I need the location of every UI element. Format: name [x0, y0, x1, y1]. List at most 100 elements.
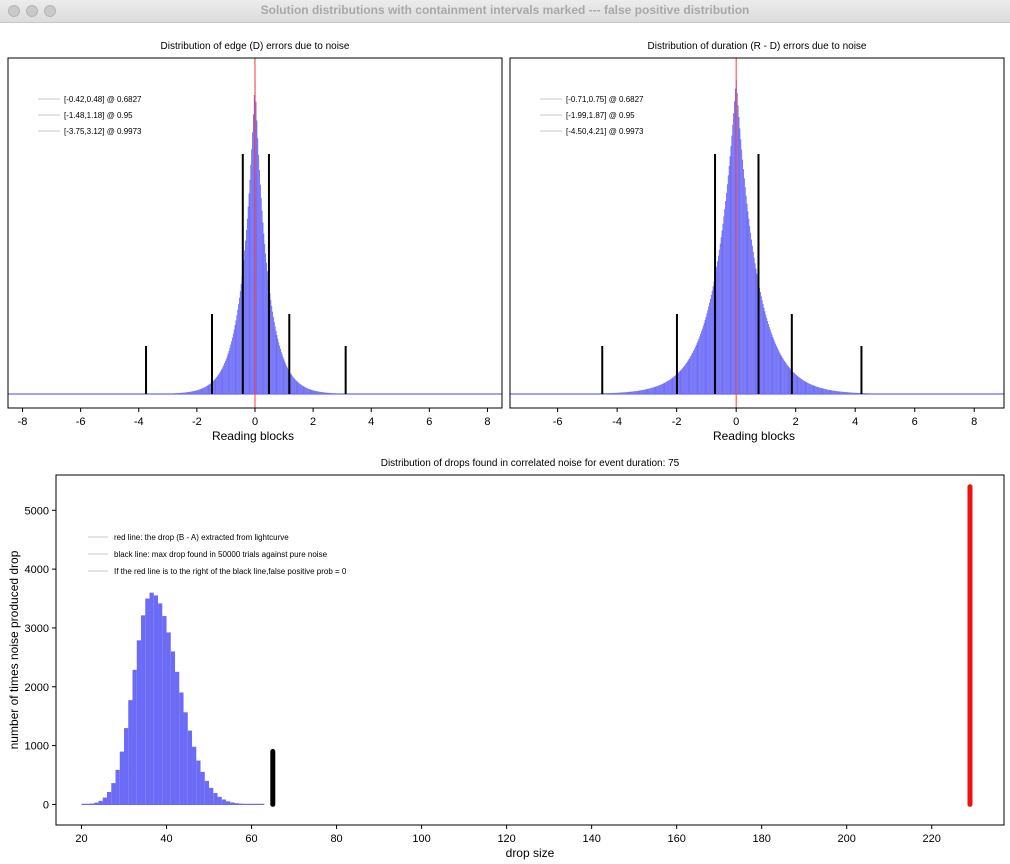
histogram-bar: [621, 392, 623, 394]
histogram-bar: [311, 389, 313, 394]
histogram-bar: [194, 390, 196, 394]
histogram-bar: [801, 379, 803, 394]
histogram-bar: [217, 375, 219, 394]
histogram-bar: [745, 195, 747, 394]
histogram-bar: [213, 380, 215, 394]
legend-entry: [-4.50,4.21] @ 0.9973: [566, 127, 644, 136]
histogram-bar: [654, 386, 656, 394]
x-tick-label: 0: [252, 416, 258, 428]
x-tick-label: 40: [160, 833, 172, 845]
histogram-bar: [651, 387, 653, 394]
histogram-bar: [807, 382, 809, 394]
histogram-bar: [794, 373, 796, 394]
histogram-bar: [786, 364, 788, 394]
histogram-bar: [179, 392, 181, 394]
histogram-bar: [718, 249, 720, 394]
histogram-bar: [799, 377, 801, 394]
histogram-bar: [188, 391, 190, 394]
duration-error-plot-frame: [509, 57, 1005, 409]
histogram-bar: [851, 392, 852, 394]
histogram-bar: [602, 393, 604, 394]
histogram-bar: [809, 383, 810, 394]
histogram-bar: [274, 326, 276, 394]
histogram-bar: [175, 393, 177, 394]
histogram-bar: [847, 392, 849, 394]
legend-entry: [-0.71,0.75] @ 0.6827: [566, 95, 644, 104]
histogram-bar: [119, 751, 125, 805]
histogram-bar: [173, 393, 175, 394]
y-tick-label: 5000: [25, 505, 49, 517]
histogram-bar: [724, 208, 726, 394]
histogram-bar: [843, 391, 844, 394]
histogram-bar: [224, 363, 226, 394]
histogram-bar: [772, 337, 774, 394]
histogram-bar: [272, 311, 274, 394]
histogram-bar: [821, 388, 823, 394]
histogram-bar: [620, 392, 622, 394]
histogram-bar: [193, 391, 195, 394]
histogram-bar: [688, 359, 690, 394]
histogram-bar: [609, 393, 610, 394]
histogram-bar: [718, 255, 719, 394]
histogram-bar: [771, 334, 773, 394]
histogram-bar: [226, 356, 228, 394]
histogram-bar: [859, 393, 861, 394]
legend-entry: [-0.42,0.48] @ 0.6827: [64, 95, 142, 104]
histogram-bar: [851, 392, 853, 394]
histogram-bar: [832, 390, 834, 394]
y-tick-label: 2000: [25, 682, 49, 694]
x-tick-label: -6: [553, 416, 563, 428]
histogram-bar: [663, 383, 665, 394]
edge-error-x-label: Reading blocks: [212, 429, 294, 443]
histogram-bar: [841, 391, 843, 394]
histogram-bar: [275, 330, 277, 394]
histogram-bar: [132, 669, 137, 805]
histogram-bar: [733, 113, 735, 394]
histogram-bar: [866, 393, 868, 394]
x-tick-label: 120: [497, 833, 515, 845]
histogram-bar: [184, 392, 185, 394]
histogram-bar: [830, 390, 832, 394]
histogram-bar: [228, 350, 230, 394]
histogram-bar: [702, 325, 704, 394]
histogram-bar: [239, 297, 240, 394]
histogram-bar: [822, 388, 824, 394]
histogram-bar: [756, 273, 758, 394]
histogram-bar: [711, 290, 713, 394]
histogram-bar: [196, 760, 201, 805]
histogram-bar: [723, 216, 725, 394]
histogram-bar: [172, 393, 174, 394]
histogram-bar: [301, 385, 303, 394]
histogram-bar: [187, 392, 189, 394]
histogram-bar: [859, 393, 860, 394]
zoom-window-button[interactable]: [44, 5, 56, 17]
histogram-bar: [740, 139, 742, 394]
close-window-button[interactable]: [8, 5, 20, 17]
false-positive-marker-lines: [270, 484, 973, 807]
x-tick-label: 0: [733, 416, 739, 428]
histogram-bar: [298, 382, 300, 394]
minimize-window-button[interactable]: [26, 5, 38, 17]
histogram-bar: [639, 390, 641, 394]
histogram-bar: [149, 592, 154, 805]
histogram-bar: [721, 230, 723, 394]
histogram-bar: [198, 389, 200, 394]
histogram-bar: [111, 783, 116, 805]
histogram-bar: [622, 392, 624, 394]
histogram-bar: [287, 369, 289, 394]
histogram-bar: [749, 226, 751, 394]
histogram-bar: [617, 392, 619, 394]
histogram-bar: [862, 393, 864, 394]
histogram-bar: [299, 383, 301, 394]
histogram-bar: [632, 391, 634, 394]
histogram-bar: [666, 381, 668, 394]
histogram-bar: [276, 334, 278, 394]
histogram-bar: [277, 338, 279, 394]
x-tick-label: 60: [245, 833, 257, 845]
histogram-bar: [850, 392, 852, 394]
histogram-bar: [279, 345, 280, 394]
histogram-bar: [782, 358, 784, 394]
histogram-bar: [763, 307, 765, 394]
histogram-bar: [177, 393, 178, 394]
histogram-bar: [812, 385, 814, 394]
